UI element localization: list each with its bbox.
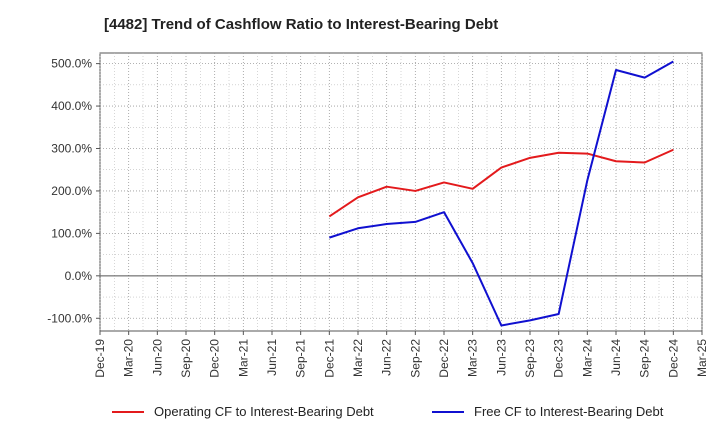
x-tick-label: Dec-23: [552, 339, 566, 378]
x-tick-label: Sep-20: [179, 339, 193, 378]
legend-label-free-cf: Free CF to Interest-Bearing Debt: [474, 404, 664, 419]
y-tick-label: 200.0%: [51, 184, 92, 198]
y-tick-label: 100.0%: [51, 226, 92, 240]
x-tick-label: Mar-20: [122, 339, 136, 377]
x-tick-label: Dec-20: [208, 339, 222, 378]
legend: Operating CF to Interest-Bearing Debt Fr…: [0, 404, 720, 426]
y-tick-label: 400.0%: [51, 99, 92, 113]
x-tick-label: Dec-19: [93, 339, 107, 378]
x-tick-label: Jun-21: [265, 339, 279, 376]
legend-item-free-cf: Free CF to Interest-Bearing Debt: [432, 404, 663, 419]
legend-label-operating-cf: Operating CF to Interest-Bearing Debt: [154, 404, 374, 419]
x-tick-label: Dec-22: [437, 339, 451, 378]
x-tick-label: Mar-22: [351, 339, 365, 377]
legend-swatch-free-cf: [432, 410, 464, 413]
x-tick-label: Jun-22: [380, 339, 394, 376]
series-line-0: [328, 148, 674, 218]
chart-title: [4482] Trend of Cashflow Ratio to Intere…: [104, 16, 499, 33]
x-tick-label: Jun-20: [150, 339, 164, 376]
x-tick-label: Sep-23: [523, 339, 537, 378]
x-tick-label: Sep-24: [638, 339, 652, 378]
x-tick-label: Jun-23: [494, 339, 508, 376]
y-axis-labels: 500.0% 400.0% 300.0% 200.0% 100.0% 0.0% -100.0…: [47, 57, 100, 325]
x-tick-label: Mar-24: [580, 339, 594, 377]
x-tick-label: Dec-24: [666, 339, 680, 378]
x-axis-labels: Dec-19 Mar-20 Jun-20 Sep-20 Dec-20 Mar-21 Jun-…: [93, 331, 709, 378]
x-tick-label: Mar-25: [695, 339, 709, 377]
x-tick-label: Jun-24: [609, 339, 623, 376]
y-tick-label: -100.0%: [47, 311, 92, 325]
legend-swatch-operating-cf: [112, 410, 144, 413]
x-tick-label: Sep-21: [294, 339, 308, 378]
y-tick-label: 500.0%: [51, 57, 92, 71]
grid-lines: [99, 53, 703, 331]
x-tick-label: Sep-22: [408, 339, 422, 378]
y-tick-label: 300.0%: [51, 141, 92, 155]
x-tick-label: Mar-23: [466, 339, 480, 377]
x-tick-label: Mar-21: [236, 339, 250, 377]
series-line-1: [329, 60, 674, 327]
legend-item-operating-cf: Operating CF to Interest-Bearing Debt: [112, 404, 374, 419]
x-tick-label: Dec-21: [322, 339, 336, 378]
series-lines: [328, 60, 674, 327]
y-tick-label: 0.0%: [65, 269, 93, 283]
